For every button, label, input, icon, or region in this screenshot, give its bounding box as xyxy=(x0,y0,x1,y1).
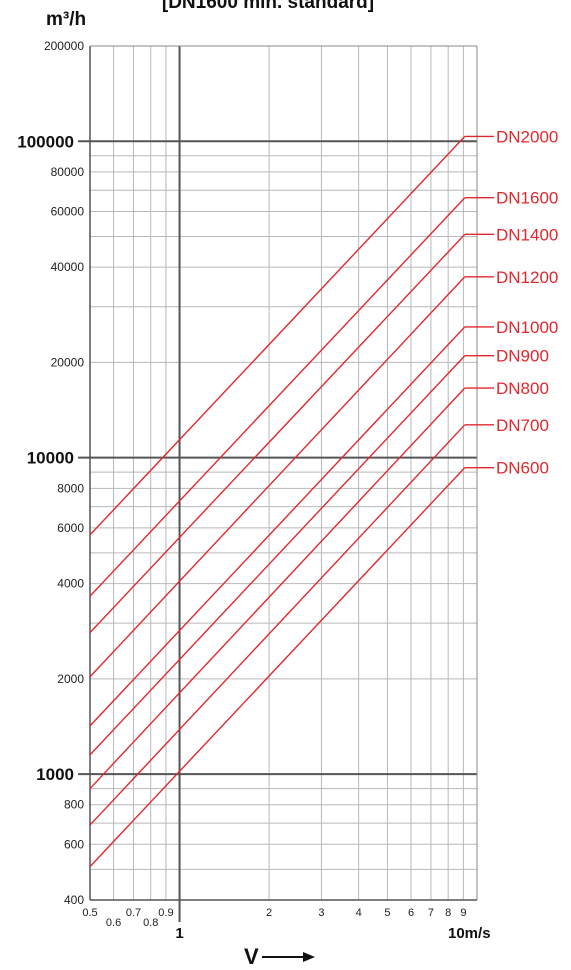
series-label: DN2000 xyxy=(496,127,558,146)
x-tick-label: 5 xyxy=(384,907,390,919)
major-grid xyxy=(78,45,478,922)
y-tick-label: 1000 xyxy=(36,765,74,784)
y-tick-label: 10000 xyxy=(27,449,74,468)
series-label: DN1000 xyxy=(496,318,558,337)
series-label: DN700 xyxy=(496,416,549,435)
x-tick-label: 1 xyxy=(175,925,183,942)
y-tick-label: 800 xyxy=(64,798,84,812)
y-tick-label: 60000 xyxy=(51,204,85,218)
x-tick-label: 9 xyxy=(460,907,466,919)
series-line xyxy=(89,467,466,868)
series-label: DN1200 xyxy=(496,268,558,287)
x-tick-label: 3 xyxy=(318,907,324,919)
x-tick-label: 0.8 xyxy=(143,917,158,929)
series-label: DN600 xyxy=(496,459,549,478)
x-tick-labels: 0.5 0.6 0.70.80.91 2 3 4 5 6 7 8 9 xyxy=(82,907,466,942)
series-line xyxy=(89,424,466,826)
y-tick-label: 40000 xyxy=(51,260,85,274)
x-tick-label: 0.6 xyxy=(106,917,121,929)
y-tick-label: 80000 xyxy=(51,165,85,179)
x-tick-label: 4 xyxy=(356,907,362,919)
series-labels: DN2000 DN1600 DN1400 DN1200 DN1000 DN900 DN800… xyxy=(496,127,558,477)
x-tick-label: 2 xyxy=(266,907,272,919)
y-tick-label: 8000 xyxy=(57,481,84,495)
series-line xyxy=(89,197,466,597)
series-line xyxy=(89,387,466,790)
series-line xyxy=(89,135,466,536)
series-label: DN1600 xyxy=(496,189,558,208)
x-tick-label: 6 xyxy=(408,907,414,919)
series-line xyxy=(89,276,466,678)
y-tick-label: 200000 xyxy=(44,39,84,53)
y-tick-label: 400 xyxy=(64,893,84,907)
y-tick-labels: 200000 100000 80000 60000 40000 20000 10000 800… xyxy=(17,39,84,907)
series-label: DN800 xyxy=(496,379,549,398)
series-label: DN1400 xyxy=(496,225,558,244)
x-axis-label-text: V xyxy=(244,944,259,969)
series-lines xyxy=(89,135,494,868)
y-tick-label: 2000 xyxy=(57,672,84,686)
x-tick-label: 0.5 xyxy=(82,907,97,919)
x-axis-arrow-head xyxy=(303,952,315,962)
y-tick-label: 6000 xyxy=(57,521,84,535)
x-tick-label: 8 xyxy=(445,907,451,919)
y-tick-label: 600 xyxy=(64,837,84,851)
x-tick-label: 7 xyxy=(428,907,434,919)
x-axis-label: V xyxy=(244,944,315,969)
x-unit-label: 10m/s xyxy=(448,925,491,942)
series-label: DN900 xyxy=(496,347,549,366)
y-tick-label: 4000 xyxy=(57,577,84,591)
y-tick-label: 20000 xyxy=(51,355,85,369)
series-line xyxy=(89,326,466,727)
x-tick-label: 0.7 xyxy=(126,907,141,919)
y-tick-label: 100000 xyxy=(17,132,74,151)
series-line xyxy=(89,355,466,756)
x-tick-label: 0.9 xyxy=(158,907,173,919)
chart-title: [DN1600 min. standard] xyxy=(162,0,374,13)
series-line xyxy=(89,233,466,634)
y-axis-unit-label: m³/h xyxy=(46,9,86,30)
